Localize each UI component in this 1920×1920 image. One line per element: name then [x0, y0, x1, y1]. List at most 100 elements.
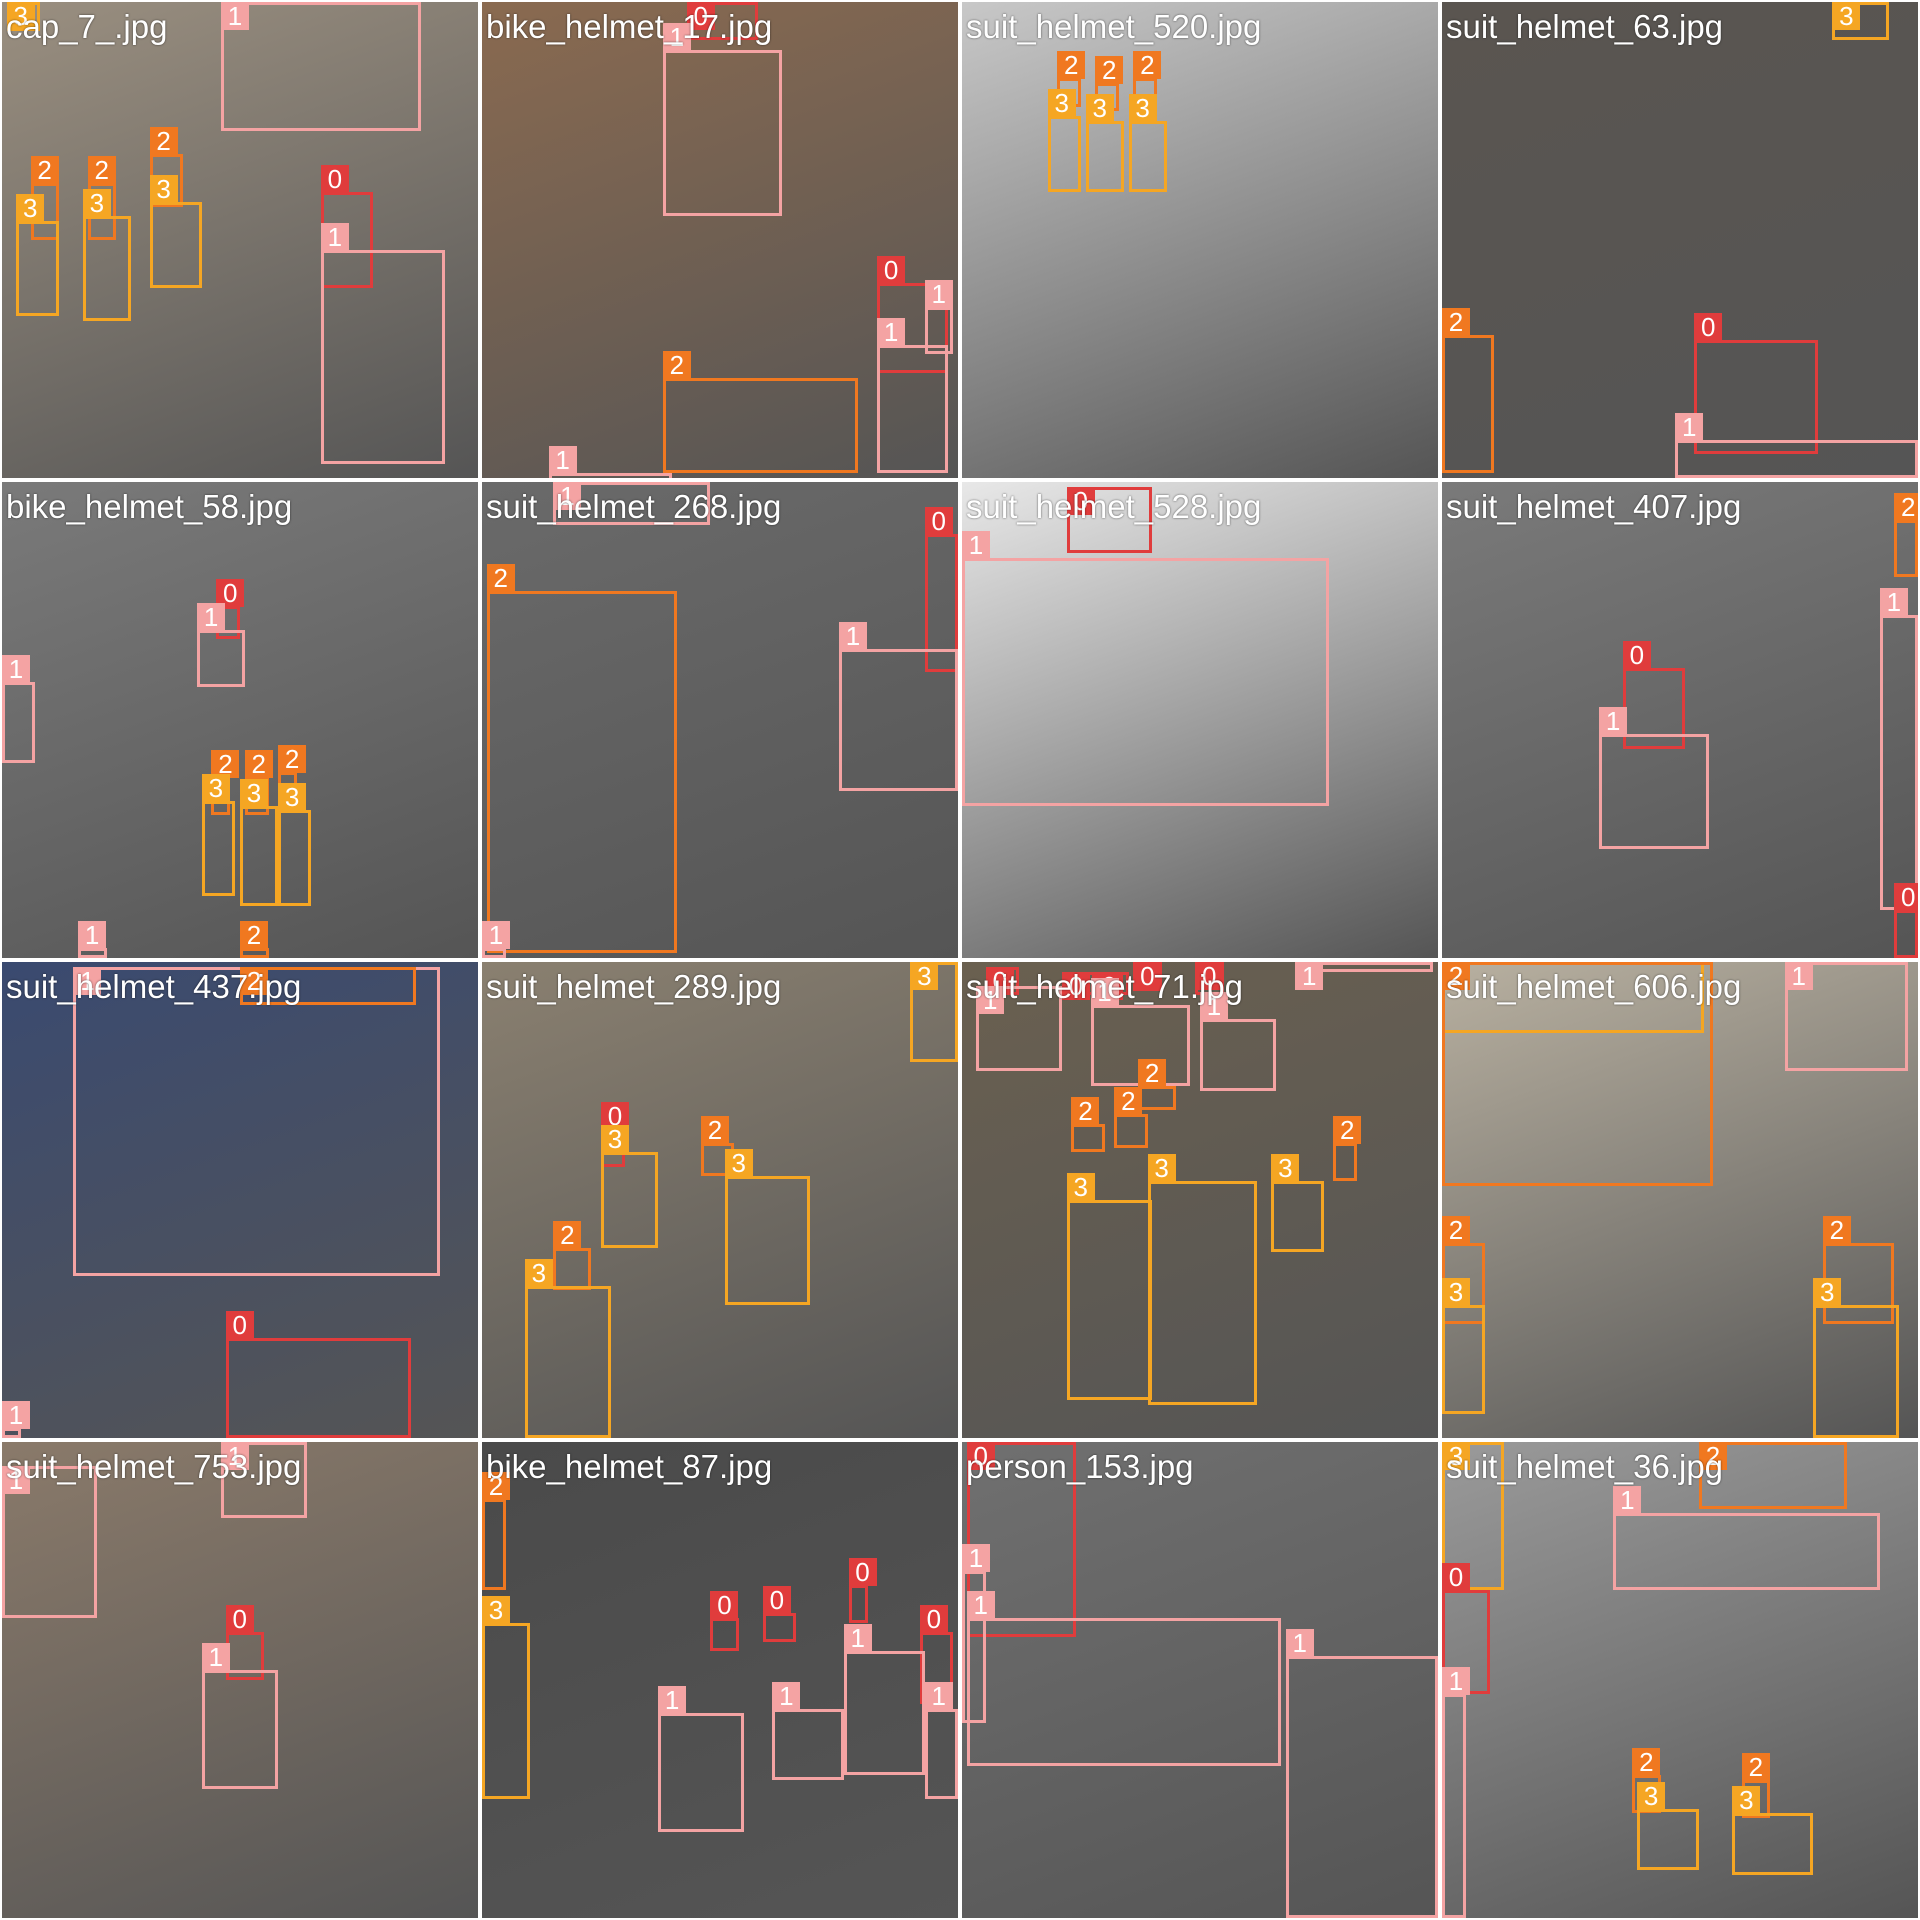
class-label: 1 [1442, 1667, 1470, 1696]
class-label: 3 [601, 1125, 629, 1154]
class-label: 1 [772, 1681, 801, 1710]
class-label: 3 [1147, 1153, 1176, 1182]
class-label: 1 [924, 1681, 953, 1710]
class-label: 1 [843, 1624, 872, 1653]
bbox-class-1: 1 [2, 1465, 98, 1619]
bbox-class-1: 1 [1784, 962, 1909, 1072]
class-label: 3 [1637, 1781, 1666, 1810]
class-label: 0 [225, 1605, 254, 1634]
tile-filename: suit_helmet_520.jpg [966, 8, 1262, 45]
class-label: 0 [877, 255, 906, 284]
bbox-class-1: 1 [1442, 1667, 1470, 1918]
bbox-class-0: 0 [216, 578, 245, 640]
bbox-class-1: 1 [976, 985, 1062, 1072]
bbox-class-3: 3 [482, 1595, 530, 1799]
class-label: 2 [30, 155, 59, 184]
class-label: 3 [1085, 94, 1114, 122]
class-label: 3 [1271, 1153, 1300, 1182]
bbox-class-3: 3 [1813, 1277, 1899, 1438]
bbox-class-1: 1 [553, 482, 711, 525]
class-label: 0 [762, 1586, 791, 1615]
class-label: 1 [924, 279, 953, 308]
class-label: 1 [839, 621, 867, 650]
class-label: 1 [962, 531, 990, 560]
class-label: 3 [724, 1149, 753, 1178]
bbox-class-2: 2 [486, 564, 678, 954]
bbox-class-0: 0 [1133, 962, 1162, 991]
bbox-class-3: 3 [1128, 94, 1167, 193]
class-label: 1 [1879, 588, 1908, 617]
bbox-class-1: 1 [220, 2, 421, 131]
bbox-class-1: 1 [658, 1686, 744, 1833]
bbox-class-2: 2 [553, 1220, 592, 1291]
bbox-class-1: 1 [1879, 588, 1918, 911]
tile-filename: suit_helmet_289.jpg [486, 968, 782, 1005]
bbox-class-2: 2 [662, 351, 859, 474]
tile-filename: person_153.jpg [966, 1448, 1194, 1485]
bbox-class-0: 0 [1066, 486, 1153, 554]
bbox-class-3: 3 [1147, 1153, 1258, 1405]
class-label: 2 [1442, 1215, 1470, 1244]
image-tile: bike_helmet_58.jpg 0 1 1 2 2 2 3 3 3 1 2 [2, 482, 478, 958]
bbox-class-1: 1 [482, 921, 510, 958]
image-tile: suit_helmet_268.jpg 1 2 0 1 1 [482, 482, 958, 958]
class-label: 1 [1090, 977, 1119, 1006]
class-label: 0 [1061, 971, 1090, 1000]
bbox-class-1: 1 [662, 22, 782, 217]
class-label: 2 [278, 745, 307, 774]
class-label: 2 [662, 351, 691, 380]
tile-filename: suit_helmet_36.jpg [1446, 1448, 1724, 1485]
image-tile: cap_7_.jpg 3 1 2 2 2 3 3 3 0 1 [2, 2, 478, 478]
bbox-class-0: 0 [966, 1442, 1077, 1638]
class-label: 2 [1138, 1058, 1167, 1087]
image-tile: bike_helmet_87.jpg 2 3 0 0 0 0 1 1 1 1 [482, 1442, 958, 1918]
bbox-class-2: 2 [30, 155, 60, 240]
bbox-class-1: 1 [772, 1681, 844, 1780]
tile-filename: bike_helmet_87.jpg [486, 1448, 773, 1485]
class-label: 1 [877, 317, 906, 346]
class-label: 2 [1095, 55, 1124, 84]
bbox-class-1: 1 [548, 446, 673, 478]
image-tile: suit_helmet_71.jpg0000011122223331 [962, 962, 1438, 1438]
class-label: 2 [1133, 51, 1162, 80]
bbox-class-2: 2 [1114, 1087, 1148, 1148]
tile-filename: suit_helmet_753.jpg [6, 1448, 302, 1485]
bbox-class-3: 3 [1732, 1786, 1814, 1876]
class-label: 1 [962, 1543, 990, 1572]
class-label: 3 [482, 1595, 510, 1624]
class-label: 1 [482, 921, 510, 950]
bbox-class-3: 3 [1085, 94, 1124, 193]
bbox-class-1: 1 [839, 621, 958, 792]
image-tile: bike_helmet_17.jpg 0 1 2 0 1 1 1 [482, 2, 958, 478]
class-label: 3 [1442, 1442, 1470, 1470]
class-label: 1 [1784, 962, 1813, 990]
bbox-class-0: 0 [225, 1311, 412, 1438]
bbox-class-3: 3 [1442, 1277, 1485, 1415]
class-label: 1 [1200, 992, 1228, 1021]
bbox-class-3: 3 [1637, 1781, 1700, 1871]
bbox-class-3: 3 [1271, 1153, 1324, 1253]
class-label: 1 [1295, 962, 1324, 990]
bbox-class-3: 3 [1832, 2, 1890, 41]
class-label: 2 [1442, 962, 1470, 990]
class-label: 2 [1741, 1752, 1770, 1781]
bbox-class-1: 1 [843, 1624, 925, 1776]
tile-filename: suit_helmet_528.jpg [966, 488, 1262, 525]
bbox-class-2: 2 [1741, 1752, 1771, 1819]
bbox-class-3: 3 [82, 189, 131, 321]
class-label: 2 [1442, 308, 1470, 337]
tile-filename: suit_helmet_71.jpg [966, 968, 1244, 1005]
bbox-class-3: 3 [278, 783, 312, 906]
bbox-class-2: 2 [1632, 1748, 1661, 1814]
bbox-class-0: 0 [848, 1557, 877, 1623]
class-label: 2 [1071, 1096, 1100, 1125]
bbox-class-1: 1 [1675, 412, 1918, 478]
bbox-class-1: 1 [1200, 992, 1277, 1091]
bbox-class-1: 1 [2, 1401, 30, 1438]
bbox-class-2: 2 [1442, 308, 1495, 474]
class-label: 1 [220, 2, 249, 30]
image-tile: suit_helmet_36.jpg 2 1 3 0 1 2 2 3 3 [1442, 1442, 1918, 1918]
bbox-class-1: 1 [924, 279, 954, 355]
class-label: 0 [919, 1605, 948, 1634]
